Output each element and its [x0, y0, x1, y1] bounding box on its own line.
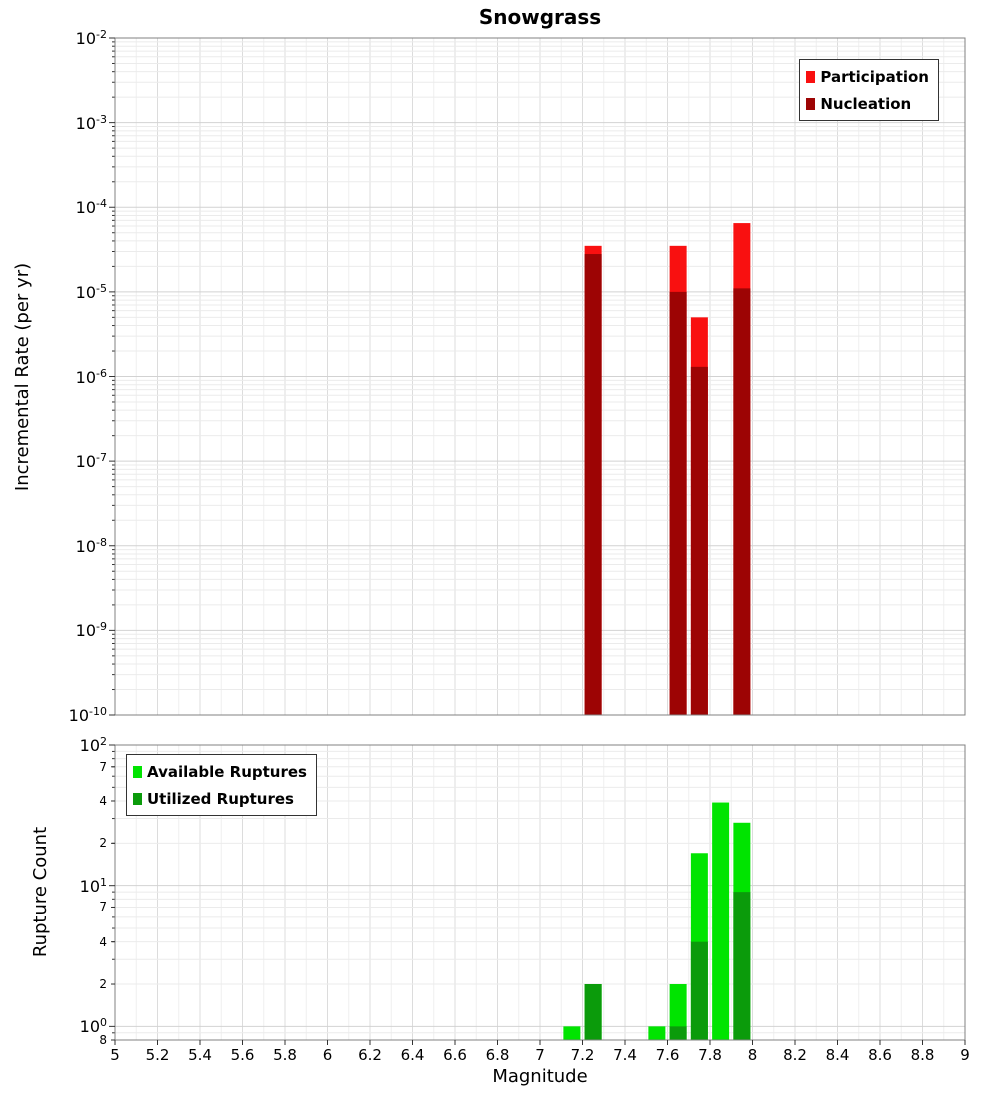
y-tick-label: 10-7 [75, 450, 107, 472]
available-ruptures-bar [648, 1026, 666, 1040]
utilized-ruptures-bar [669, 1026, 687, 1040]
nucleation-bar [584, 254, 602, 716]
available-ruptures-bar [669, 984, 687, 1040]
x-tick-label: 8.8 [910, 1046, 935, 1064]
y-tick-label: 102 [79, 734, 107, 756]
bottom-chart-canvas [109, 744, 966, 1045]
x-tick-label: 6.4 [400, 1046, 425, 1064]
legend-label: Participation [820, 67, 929, 86]
x-tick-label: 7.4 [613, 1046, 637, 1064]
y-tick-label: 100 [79, 1016, 107, 1037]
x-axis-label: Magnitude [492, 1066, 588, 1087]
legend-swatch-icon [806, 97, 816, 110]
legend-swatch-icon [806, 70, 816, 83]
available-ruptures-bar [712, 802, 730, 1040]
legend-label: Nucleation [820, 94, 912, 113]
legend-label: Utilized Ruptures [147, 789, 294, 808]
y-tick-label: 10-6 [75, 366, 107, 387]
x-tick-label: 7.2 [570, 1046, 595, 1064]
utilized-ruptures-bar [690, 941, 708, 1040]
x-tick-label: 8.2 [783, 1046, 807, 1064]
legend-entry: Utilized Ruptures [133, 785, 307, 812]
x-tick-label: 7 [535, 1046, 545, 1064]
y-tick-label: 7 [99, 759, 107, 774]
x-tick-label: 6.8 [485, 1046, 510, 1064]
nucleation-bar [690, 366, 708, 715]
x-tick-label: 8.6 [868, 1046, 892, 1064]
y-tick-label: 10-10 [68, 704, 107, 726]
y-tick-label: 10-3 [75, 112, 107, 133]
nucleation-bar [733, 288, 751, 715]
utilized-ruptures-bar [584, 984, 602, 1040]
x-tick-label: 5.4 [188, 1046, 212, 1064]
y-tick-label: 10-8 [75, 535, 107, 556]
x-tick-label: 9 [960, 1046, 970, 1064]
x-tick-label: 8.4 [825, 1046, 850, 1064]
y-tick-label: 101 [79, 875, 107, 896]
y-tick-label: 2 [99, 836, 107, 851]
y-tick-label: 10-9 [75, 620, 107, 641]
legend-swatch-icon [133, 792, 142, 805]
x-tick-label: 6.6 [443, 1046, 467, 1064]
y-tick-label: 10-2 [75, 27, 107, 49]
top-chart-legend: Participation Nucleation [799, 59, 939, 121]
available-ruptures-bar [563, 1026, 581, 1040]
y-tick-label: 10-5 [75, 281, 107, 303]
x-tick-label: 5.2 [145, 1046, 170, 1064]
x-tick-label: 8 [747, 1046, 758, 1064]
top-chart-canvas [109, 37, 966, 716]
legend-entry: Nucleation [806, 90, 929, 117]
y-tick-label: 2 [99, 977, 107, 992]
bottom-y-axis-label: Rupture Count [30, 826, 51, 958]
x-tick-label: 7.8 [698, 1046, 722, 1064]
utilized-ruptures-bar [733, 892, 751, 1040]
y-tick-label: 7 [99, 900, 107, 915]
x-tick-label: 7.6 [655, 1046, 680, 1064]
legend-swatch-icon [133, 765, 142, 778]
legend-entry: Participation [806, 63, 929, 90]
bottom-chart-legend: Available Ruptures Utilized Ruptures [126, 754, 317, 816]
y-tick-label: 4 [99, 793, 107, 808]
x-tick-label: 5.6 [230, 1046, 255, 1064]
legend-entry: Available Ruptures [133, 758, 307, 785]
chart-title: Snowgrass [478, 5, 602, 29]
x-tick-label: 5.8 [273, 1046, 297, 1064]
x-tick-label: 6.2 [358, 1046, 382, 1064]
legend-label: Available Ruptures [147, 762, 307, 781]
x-tick-label: 5 [110, 1046, 120, 1064]
top-y-axis-label: Incremental Rate (per yr) [12, 262, 33, 492]
y-tick-label: 10-4 [75, 197, 107, 218]
y-tick-label: 4 [99, 934, 107, 949]
nucleation-bar [669, 291, 687, 715]
x-tick-label: 6 [322, 1046, 333, 1064]
y-tick-label: 8 [99, 1033, 107, 1047]
